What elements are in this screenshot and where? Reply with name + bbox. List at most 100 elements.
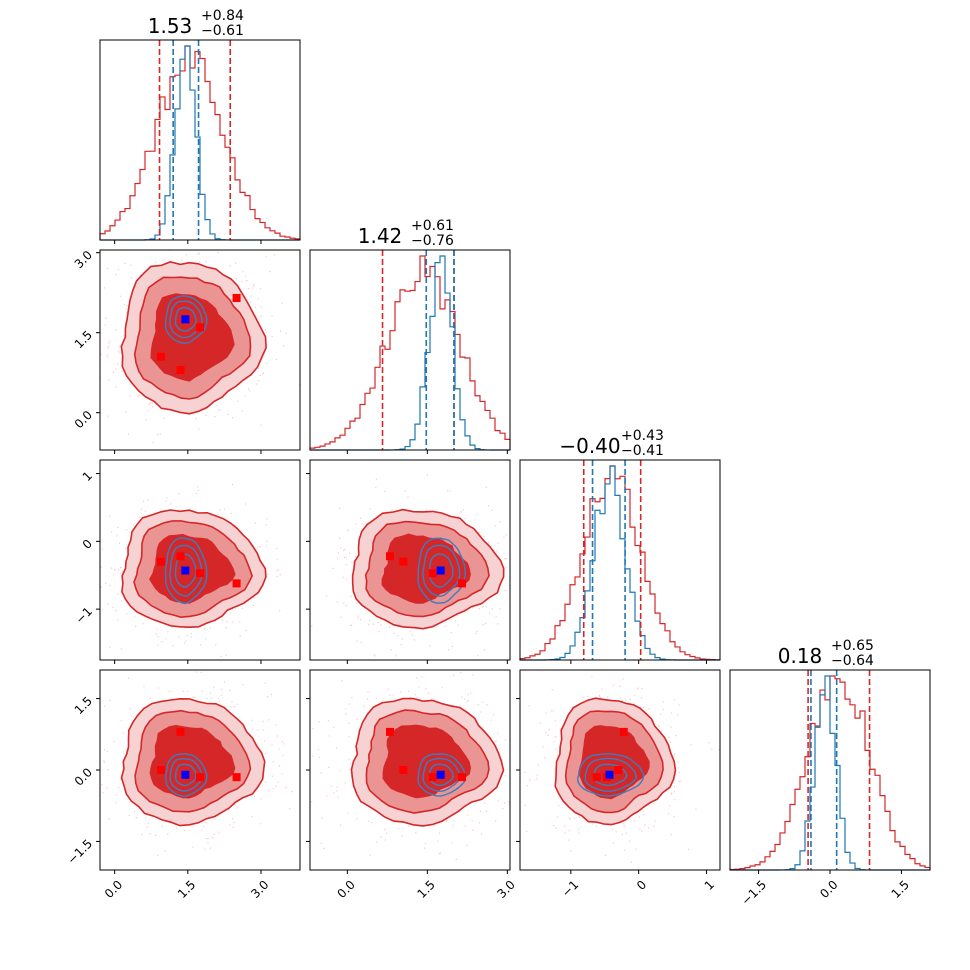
red-marker-2-0-3	[196, 569, 204, 578]
blue-marker-3-2	[605, 770, 614, 779]
histogram-narrow-2	[520, 465, 720, 661]
blue-marker-3-1	[436, 770, 445, 779]
panel-title-minus-2: −0.41	[621, 443, 664, 459]
red-marker-2-1-2	[458, 579, 466, 588]
narrow-contour-3-1-1	[422, 757, 461, 793]
narrow-contour-2-0-2	[164, 537, 208, 605]
histogram-broad-2	[519, 465, 721, 661]
red-marker-2-0-1	[156, 557, 165, 566]
red-marker-2-1-1	[399, 557, 408, 566]
panel-title-minus-3: −0.64	[831, 653, 874, 669]
narrow-contour-3-0-2	[164, 753, 208, 797]
red-marker-3-2-2	[592, 773, 601, 782]
red-marker-1-0-3	[196, 323, 204, 332]
panel-title-median-3: 0.18	[778, 644, 823, 668]
red-marker-2-1-0	[386, 552, 394, 561]
narrow-contour-3-2-1	[584, 757, 637, 792]
narrow-contour-3-0-0	[174, 763, 197, 787]
xtick-label-0-0: 0.0	[102, 878, 125, 901]
blue-marker-2-1	[436, 566, 445, 575]
xtick-label-0-2: 3.0	[248, 878, 271, 901]
red-marker-2-1-3	[428, 569, 437, 578]
panel-title-plus-0: +0.84	[201, 8, 244, 24]
red-marker-3-0-3	[196, 773, 204, 782]
narrow-contour-1-0-1	[169, 300, 203, 339]
histogram-broad-0	[99, 45, 301, 240]
ytick-label-3-1: 0.0	[72, 765, 95, 788]
red-marker-3-1-3	[428, 773, 437, 782]
scatter-panel-content-1-0	[100, 250, 300, 444]
panel-frame-2-1	[309, 459, 511, 661]
xtick-label-1-1: 1.5	[415, 878, 438, 901]
blue-marker-2-0	[181, 566, 190, 575]
scatter-panel-1-0	[99, 249, 301, 451]
narrow-contour-2-0-1	[169, 544, 203, 598]
ytick-label-2-1: 0	[80, 537, 95, 552]
scatter-panel-content-3-2	[524, 676, 720, 863]
narrow-contour-2-0-0	[174, 553, 197, 588]
narrow-contour-3-1-2	[417, 753, 466, 797]
narrow-contour-3-2-2	[576, 753, 645, 797]
panel-title-median-0: 1.53	[148, 14, 193, 38]
density-level-inner-2-0	[149, 533, 236, 604]
panel-title-plus-3: +0.65	[831, 638, 874, 654]
panel-frame-2-0	[99, 459, 301, 661]
scatter-panel-content-3-1	[311, 672, 510, 861]
red-marker-3-1-1	[399, 766, 408, 774]
scatter-panel-2-0	[99, 459, 301, 661]
red-marker-3-0-2	[232, 773, 241, 782]
panel-title-minus-1: −0.76	[411, 233, 454, 249]
panel-title-median-2: −0.40	[559, 434, 620, 458]
blue-marker-1-0	[181, 315, 190, 324]
scatter-panel-3-0	[99, 669, 301, 871]
narrow-contour-3-0-1	[169, 757, 203, 792]
xtick-label-2-0: −1	[559, 878, 581, 900]
red-marker-2-0-2	[232, 579, 241, 588]
xtick-label-0-1: 1.5	[175, 878, 198, 901]
red-marker-3-0-1	[156, 766, 165, 774]
histogram-panel-0: 1.53 +0.84−0.61	[99, 8, 301, 241]
xtick-label-2-2: 1	[702, 878, 717, 893]
scatter-panel-3-2	[519, 669, 721, 871]
density-level-inner-2-1	[381, 533, 471, 604]
red-marker-3-2-1	[614, 766, 623, 774]
histogram-narrow-3	[730, 675, 930, 871]
narrow-contour-1-0-2	[164, 295, 208, 344]
red-marker-3-1-2	[458, 773, 466, 782]
xtick-label-2-1: 0	[634, 878, 649, 893]
panel-title-plus-2: +0.43	[621, 428, 664, 444]
histogram-panel-2: −0.40 +0.43−0.41	[519, 428, 721, 661]
ytick-label-1-0: 0.0	[72, 408, 95, 431]
scatter-panel-content-3-0	[101, 671, 293, 856]
xtick-label-1-0: 0.0	[335, 878, 358, 901]
ytick-label-2-2: 1	[80, 469, 95, 484]
red-marker-1-0-2	[232, 294, 241, 302]
red-marker-3-1-0	[386, 727, 394, 736]
xtick-label-3-0: −1.5	[739, 878, 770, 909]
panel-title-minus-0: −0.61	[201, 23, 244, 39]
xtick-label-3-1: 0.0	[817, 878, 840, 901]
blue-marker-3-0	[181, 770, 190, 779]
red-marker-1-0-1	[156, 352, 165, 361]
red-marker-2-0-0	[176, 552, 185, 561]
ytick-label-1-2: 3.0	[72, 248, 95, 271]
histogram-broad-1	[309, 255, 511, 450]
panel-frame-1-1	[309, 249, 511, 451]
panel-frame-0-0	[99, 39, 301, 241]
scatter-panel-2-1	[309, 459, 511, 661]
narrow-contour-1-0-0	[174, 306, 197, 332]
scatter-panel-content-2-0	[100, 483, 281, 657]
histogram-panel-1: 1.42 +0.61−0.76	[309, 218, 511, 451]
ytick-label-1-1: 1.5	[72, 328, 95, 351]
panel-title-plus-1: +0.61	[411, 218, 454, 234]
narrow-contour-2-1-2	[417, 537, 466, 604]
ytick-label-2-0: −1	[73, 604, 95, 626]
narrow-contour-2-1-1	[422, 544, 461, 597]
red-marker-3-2-0	[619, 727, 628, 736]
histogram-narrow-0	[100, 45, 300, 241]
histogram-panel-3: 0.18 +0.65−0.64	[729, 638, 931, 871]
panel-frame-1-0	[99, 249, 301, 451]
histogram-narrow-1	[310, 255, 510, 451]
ytick-label-3-0: −1.5	[65, 837, 96, 868]
